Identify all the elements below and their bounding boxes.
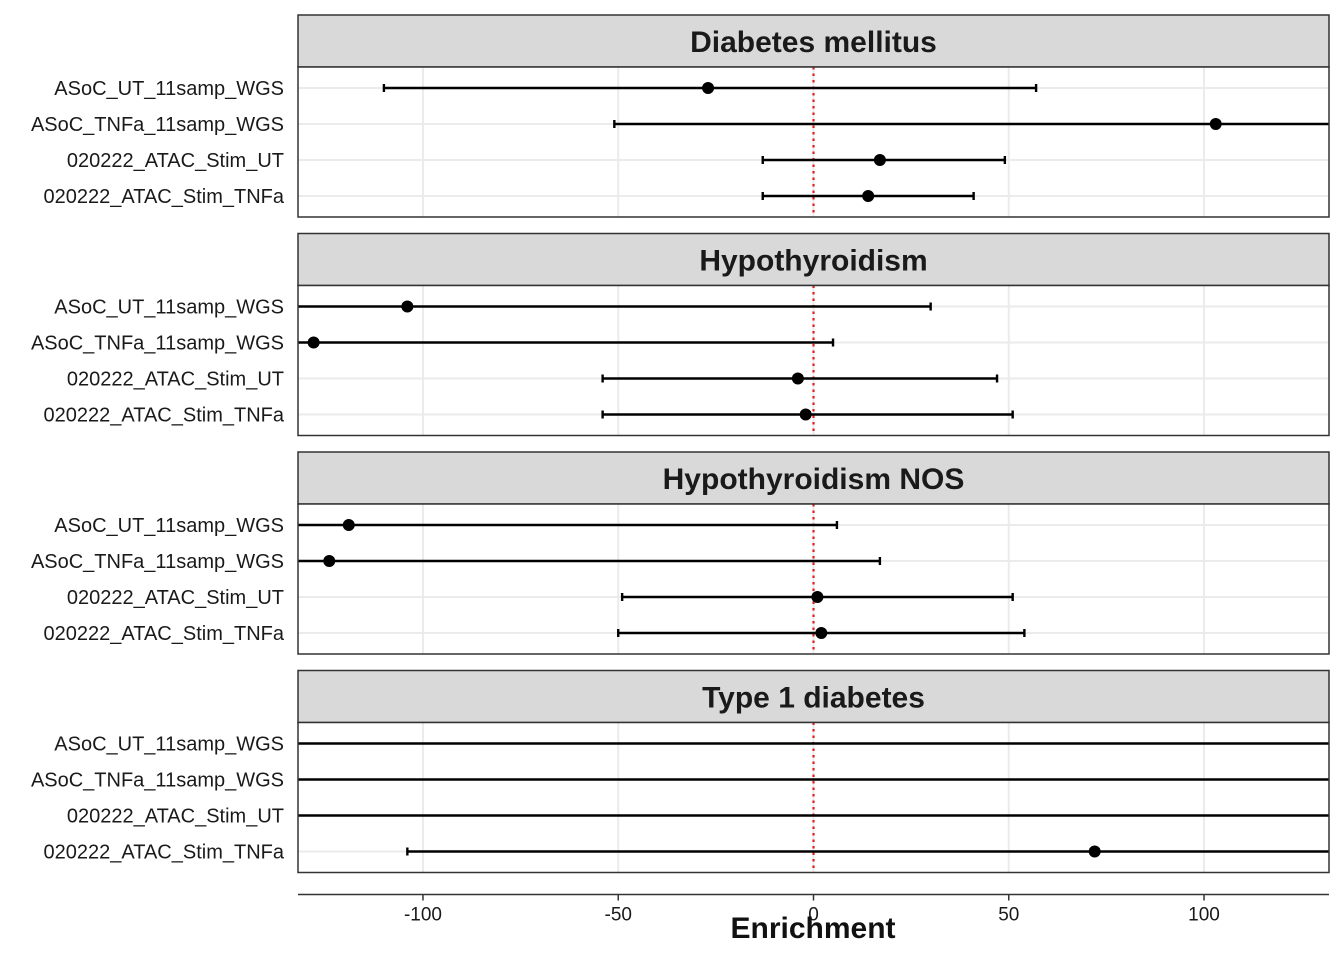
facet-panel: Hypothyroidism NOS ASoC_UT_11samp_WGS ASoC… — [31, 452, 1329, 654]
x-axis-tick-label: 50 — [998, 905, 1019, 926]
category-label: 020222_ATAC_Stim_UT — [67, 806, 284, 828]
estimate-point — [323, 555, 335, 567]
estimate-point — [343, 519, 355, 531]
x-axis-tick-label: -100 — [404, 905, 442, 926]
category-label: ASoC_TNFa_11samp_WGS — [31, 770, 284, 792]
estimate-point — [1210, 118, 1222, 130]
estimate-point — [874, 154, 886, 166]
estimate-point — [862, 190, 874, 202]
category-label: ASoC_TNFa_11samp_WGS — [31, 114, 284, 136]
category-label: 020222_ATAC_Stim_UT — [67, 150, 284, 172]
estimate-point — [815, 627, 827, 639]
category-label: ASoC_UT_11samp_WGS — [54, 78, 284, 100]
facet-title: Hypothyroidism — [699, 245, 927, 278]
estimate-point — [702, 82, 714, 94]
category-label: ASoC_UT_11samp_WGS — [54, 515, 284, 537]
facet-panel: Diabetes mellitus ASoC_UT_11samp_WGS ASoC_… — [31, 15, 1344, 217]
category-label: ASoC_UT_11samp_WGS — [54, 297, 284, 319]
category-label: ASoC_UT_11samp_WGS — [54, 734, 284, 756]
facet-panel: Hypothyroidism ASoC_UT_11samp_WGS ASoC_TNF… — [31, 234, 1329, 436]
x-axis-title: Enrichment — [730, 912, 895, 945]
category-label: 020222_ATAC_Stim_UT — [67, 587, 284, 609]
estimate-point — [1089, 846, 1101, 858]
estimate-point — [401, 301, 413, 313]
category-label: ASoC_TNFa_11samp_WGS — [31, 551, 284, 573]
category-label: 020222_ATAC_Stim_TNFa — [44, 405, 285, 427]
facet-title: Hypothyroidism NOS — [663, 463, 965, 496]
category-label: 020222_ATAC_Stim_TNFa — [44, 186, 285, 208]
category-label: 020222_ATAC_Stim_TNFa — [44, 842, 285, 864]
x-axis-tick-label: 100 — [1188, 905, 1220, 926]
estimate-point — [308, 337, 320, 349]
estimate-point — [792, 373, 804, 385]
category-label: ASoC_TNFa_11samp_WGS — [31, 333, 284, 355]
x-axis-tick-label: -50 — [605, 905, 632, 926]
category-label: 020222_ATAC_Stim_UT — [67, 369, 284, 391]
category-label: 020222_ATAC_Stim_TNFa — [44, 623, 285, 645]
facet-title: Diabetes mellitus — [690, 26, 937, 59]
estimate-point — [811, 591, 823, 603]
facet-panel: Type 1 diabetes ASoC_UT_11samp_WGS ASoC_TN… — [31, 671, 1344, 873]
facet-title: Type 1 diabetes — [702, 682, 925, 715]
panels-layer: Diabetes mellitus ASoC_UT_11samp_WGS ASoC_… — [31, 15, 1344, 873]
estimate-point — [800, 409, 812, 421]
